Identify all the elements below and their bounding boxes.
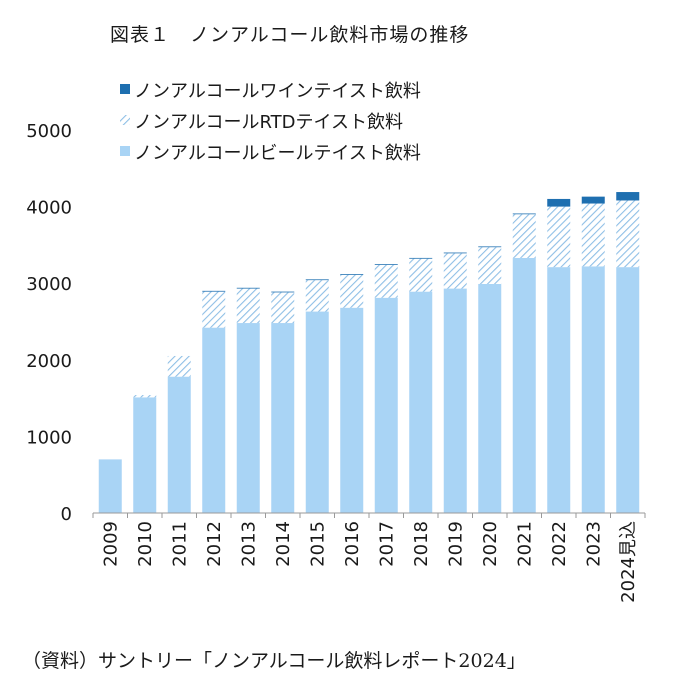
y-tick-label: 3000 <box>26 274 72 295</box>
bar-segment-rtd <box>512 214 536 258</box>
source-note: （資料）サントリー「ノンアルコール飲料レポート2024」 <box>22 650 526 672</box>
bar-segment-beer <box>374 297 398 513</box>
x-tick-label: 2023 <box>583 521 604 567</box>
y-tick-label: 1000 <box>26 427 72 448</box>
x-tick-label: 2022 <box>549 521 570 567</box>
bar-segment-rtd <box>478 247 502 284</box>
bar-segment-rtd <box>236 288 260 324</box>
legend-swatch-rtd <box>120 115 130 125</box>
y-tick-label: 2000 <box>26 351 72 372</box>
legend-swatch-beer <box>120 146 130 156</box>
bar-segment-beer <box>202 327 226 513</box>
bar-segment-beer <box>478 283 502 513</box>
legend-label-beer: ノンアルコールビールテイスト飲料 <box>134 143 421 164</box>
legend-label-wine: ノンアルコールワインテイスト飲料 <box>134 81 421 102</box>
x-tick-label: 2019 <box>445 521 466 567</box>
bar-segment-rtd <box>202 291 226 328</box>
bar-segment-wine <box>409 257 433 259</box>
legend: ノンアルコールワインテイスト飲料ノンアルコールRTDテイスト飲料ノンアルコールビ… <box>120 81 421 164</box>
bar-segment-wine <box>581 196 605 204</box>
bar-segment-beer <box>409 291 433 513</box>
bar-segment-wine <box>547 198 571 207</box>
chart-title: 図表１ ノンアルコール飲料市場の推移 <box>110 24 470 46</box>
x-tick-label: 2017 <box>376 521 397 567</box>
bar-segment-rtd <box>616 200 640 268</box>
legend-label-rtd: ノンアルコールRTDテイスト飲料 <box>134 112 403 133</box>
x-tick-label: 2010 <box>135 521 156 567</box>
bar-segment-wine <box>616 192 640 201</box>
x-tick-label: 2013 <box>238 521 259 567</box>
bar-segment-beer <box>443 288 467 513</box>
bar-segment-rtd <box>133 395 157 398</box>
x-tick-label: 2012 <box>204 521 225 567</box>
y-tick-label: 5000 <box>26 121 72 142</box>
x-tick-label: 2018 <box>411 521 432 567</box>
bar-segment-wine <box>305 279 329 281</box>
x-tick-label: 2009 <box>100 521 121 567</box>
bar-segment-rtd <box>443 253 467 289</box>
bar-segment-wine <box>202 290 226 292</box>
bar-segment-rtd <box>547 206 571 268</box>
bar-segment-rtd <box>305 280 329 312</box>
bar-segment-rtd <box>167 355 191 377</box>
bar-segment-wine <box>271 291 295 293</box>
legend-swatch-wine <box>120 84 130 94</box>
x-tick-label: 2020 <box>480 521 501 567</box>
y-tick-label: 4000 <box>26 198 72 219</box>
y-axis: 0 1000 2000 3000 4000 5000 <box>26 121 72 525</box>
bar-segment-wine <box>374 264 398 265</box>
bar-segment-beer <box>167 376 191 513</box>
bar-segment-beer <box>512 257 536 513</box>
bar-segment-beer <box>305 311 329 513</box>
x-axis: 2009 2010 2011 2012 2013 2014 2015 2016 2017 2018… <box>92 512 646 603</box>
bar-segment-wine <box>236 287 260 289</box>
x-tick-label: 2011 <box>169 521 190 567</box>
bar-segment-beer <box>547 267 571 513</box>
bar-segment-beer <box>581 266 605 513</box>
bar-segment-beer <box>236 323 260 513</box>
bar-segment-rtd <box>271 292 295 324</box>
x-tick-label: 2014 <box>273 521 294 567</box>
bar-segment-rtd <box>409 258 433 292</box>
bar-segment-beer <box>98 459 122 513</box>
bar-segment-wine <box>478 246 502 248</box>
y-tick-label: 0 <box>61 504 72 525</box>
bar-segment-wine <box>512 213 536 215</box>
bar-segment-beer <box>616 267 640 513</box>
bar-segment-beer <box>340 307 364 513</box>
x-tick-label: 2024見込 <box>618 521 639 603</box>
x-tick-label: 2016 <box>342 521 363 567</box>
bar-segment-wine <box>340 274 364 275</box>
bar-segment-rtd <box>374 264 398 298</box>
bar-segment-wine <box>443 252 467 254</box>
bar-segment-beer <box>271 323 295 513</box>
x-tick-label: 2015 <box>307 521 328 567</box>
bar-segment-rtd <box>340 274 364 308</box>
x-tick-label: 2021 <box>514 521 535 567</box>
bar-segment-rtd <box>581 203 605 267</box>
bar-segment-beer <box>133 397 157 513</box>
bars <box>98 192 640 513</box>
